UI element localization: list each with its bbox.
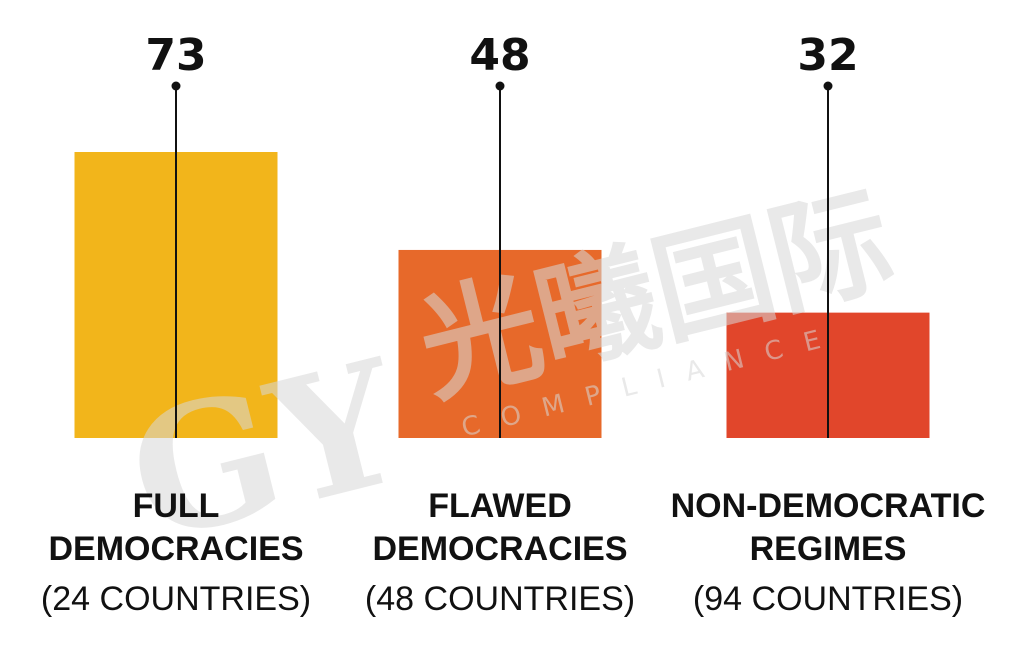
category-label: NON-DEMOCRATIC — [671, 487, 986, 525]
category-label: DEMOCRACIES — [48, 530, 303, 568]
data-label: 32 — [797, 30, 858, 81]
value-labels-group: 73 48 32 — [145, 30, 858, 81]
data-label: 48 — [469, 30, 530, 81]
category-sublabel: (24 COUNTRIES) — [41, 580, 311, 618]
category-label: REGIMES — [750, 530, 907, 568]
bar-stem-dot — [495, 81, 505, 91]
category-sublabel: (48 COUNTRIES) — [365, 580, 635, 618]
category-label: FLAWED — [428, 487, 572, 525]
category-label: DEMOCRACIES — [372, 530, 627, 568]
category-label: FULL — [133, 487, 220, 525]
category-labels-group: FULL DEMOCRACIES (24 COUNTRIES) FLAWED DEMOC… — [41, 487, 985, 618]
bar-stem-dot — [823, 81, 833, 91]
data-label: 73 — [145, 30, 206, 81]
category-sublabel: (94 COUNTRIES) — [693, 580, 963, 618]
bar-stem-dot — [171, 81, 181, 91]
stems-group — [171, 81, 833, 438]
